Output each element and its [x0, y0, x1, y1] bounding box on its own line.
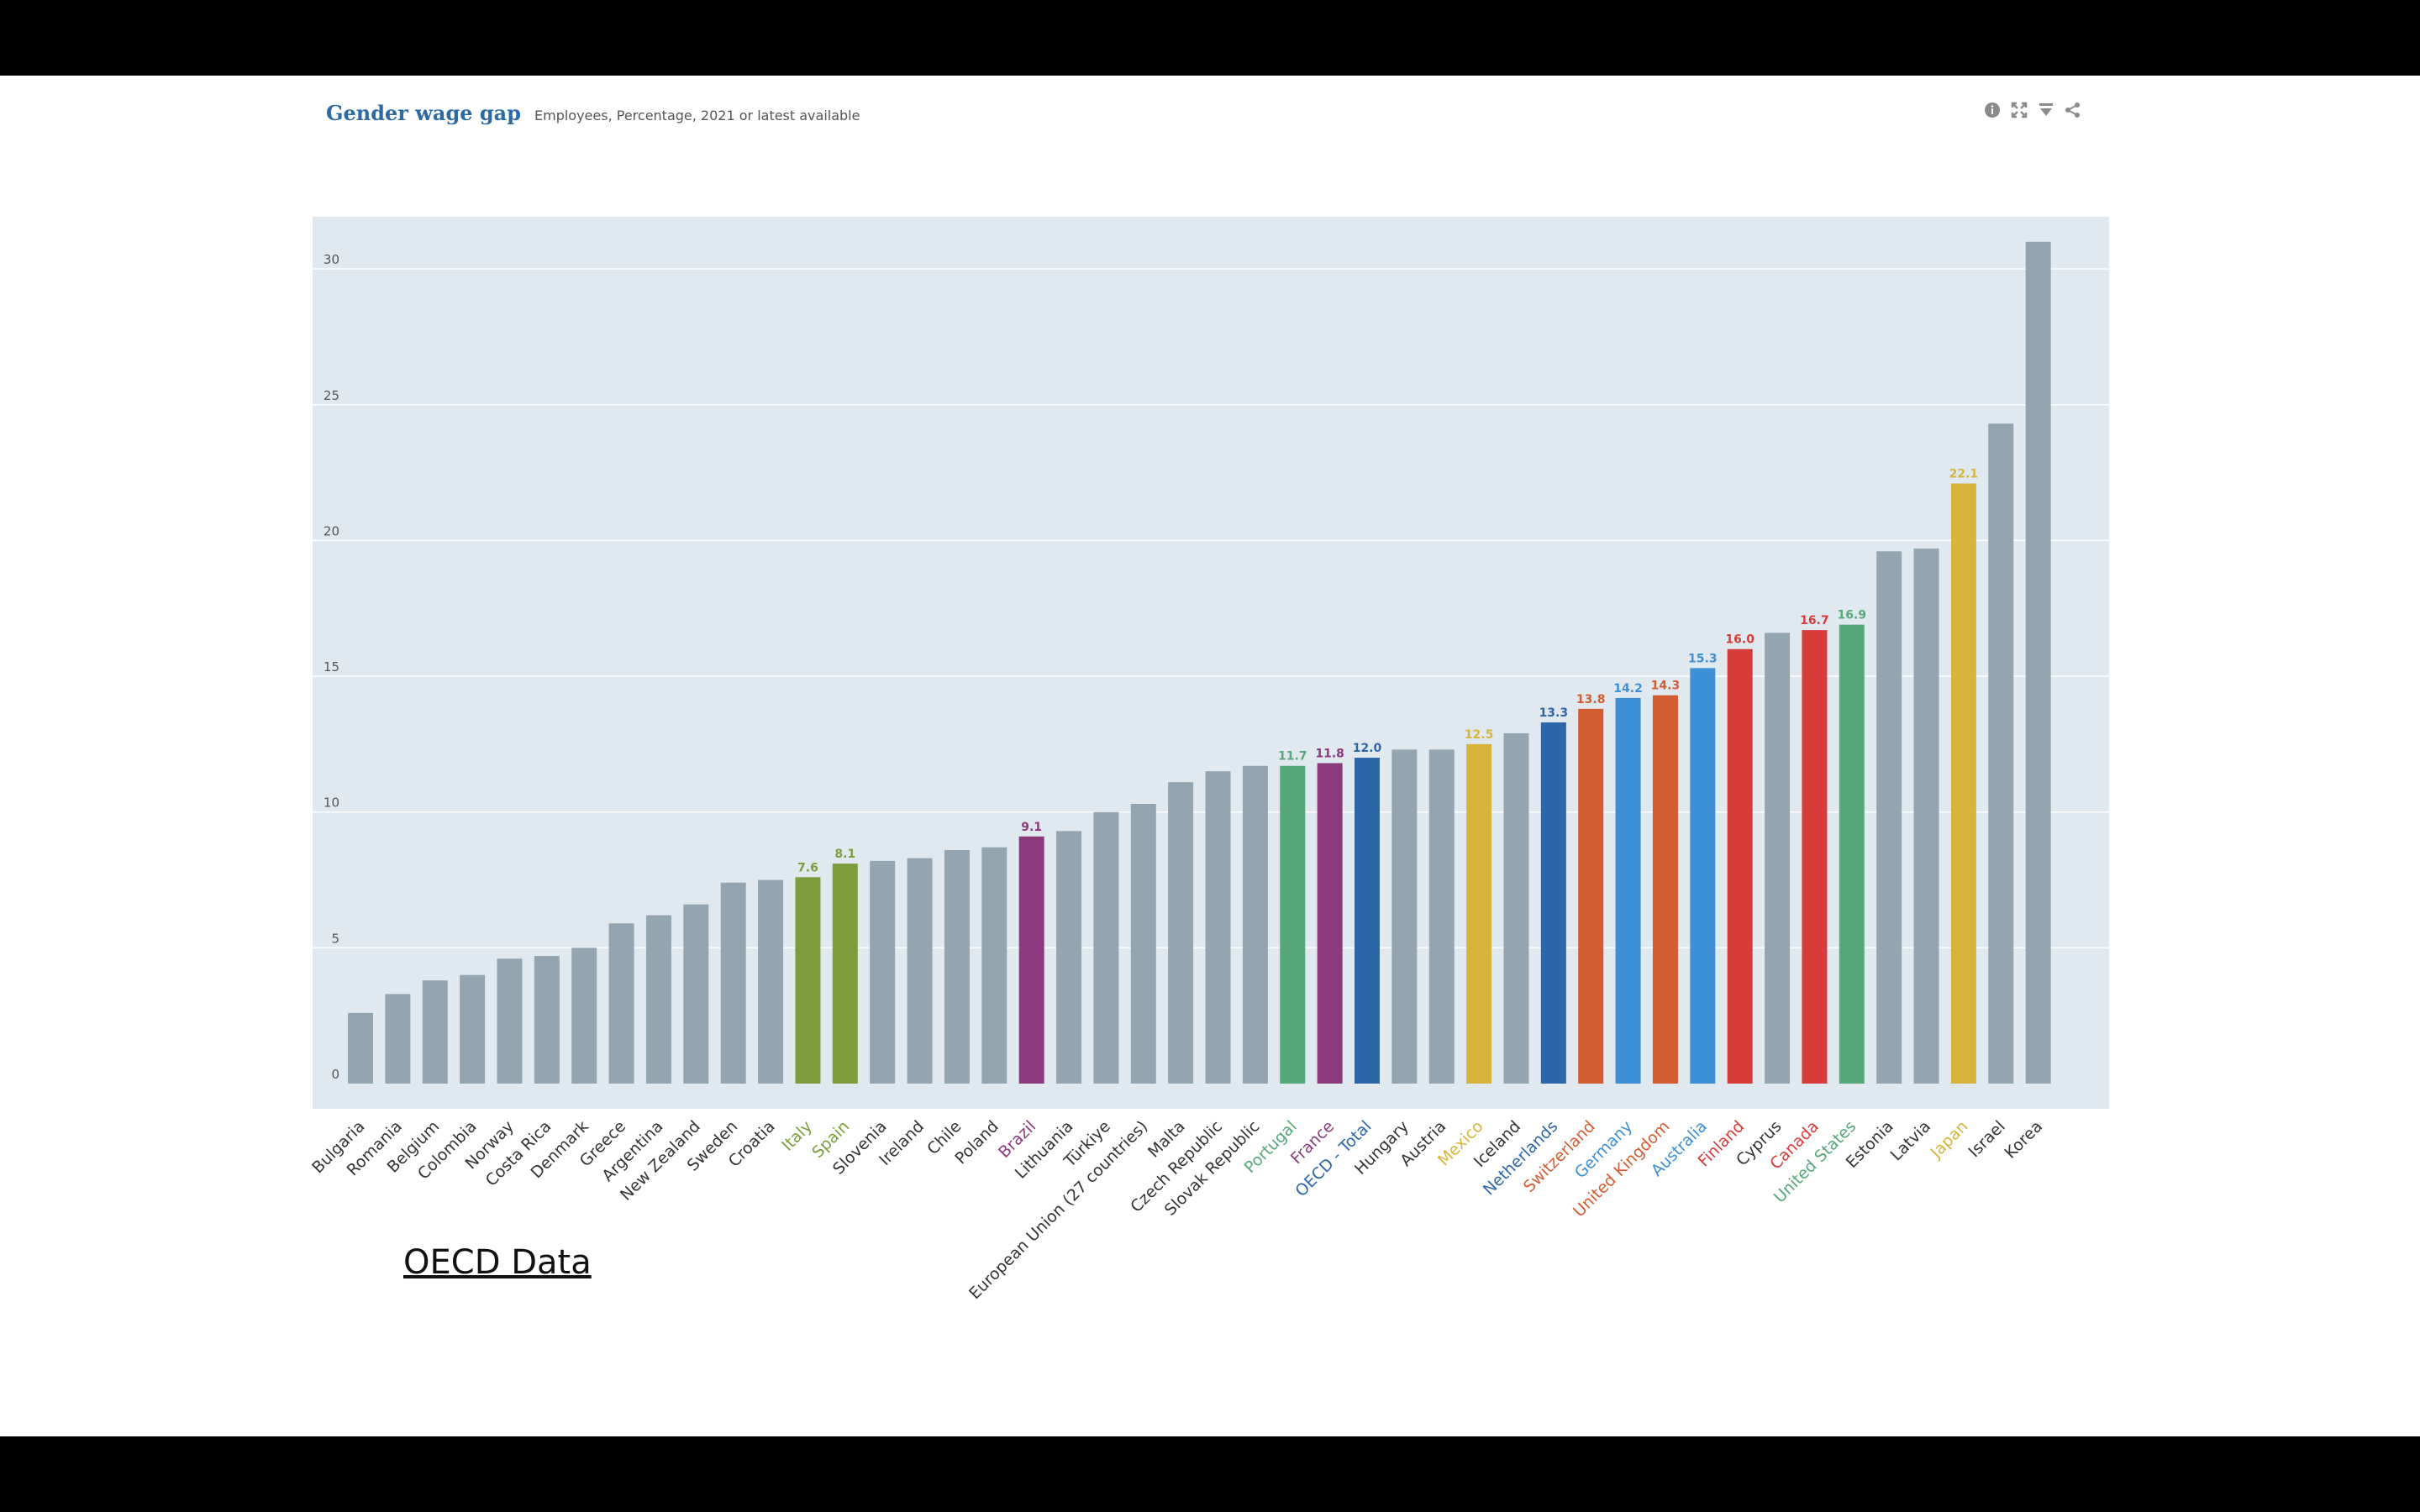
chart-toolbar [1983, 101, 2082, 119]
share-icon[interactable] [2064, 101, 2082, 119]
data-label: 8.1 [834, 848, 855, 861]
data-label: 16.9 [1838, 609, 1867, 622]
bars: 7.6 8.1 9.1 11.7 11.8 12.0 12.5 13.3 13.8 14.2 14.… [348, 241, 2051, 1084]
bar[interactable] [1205, 771, 1231, 1084]
oecd-data-link[interactable]: OECD Data [403, 1243, 592, 1282]
bar[interactable] [720, 882, 746, 1084]
bar[interactable] [1988, 423, 2014, 1084]
chart-title: Gender wage gap [326, 101, 521, 125]
chart-header: Gender wage gap Employees, Percentage, 2… [326, 101, 860, 134]
bar[interactable] [1727, 648, 1753, 1084]
bar[interactable] [645, 915, 671, 1084]
bar[interactable] [1615, 697, 1641, 1084]
bar[interactable] [1168, 782, 1194, 1084]
info-icon[interactable] [1983, 101, 2002, 119]
x-tick-label: Japan [1927, 1117, 1972, 1163]
bar[interactable] [1802, 630, 1828, 1084]
bar[interactable] [534, 956, 560, 1084]
bar[interactable] [2025, 241, 2051, 1084]
bar[interactable] [870, 860, 896, 1084]
bar[interactable] [1018, 836, 1044, 1084]
bar[interactable] [1130, 804, 1156, 1084]
bar[interactable] [1392, 749, 1418, 1084]
bar[interactable] [1056, 831, 1082, 1084]
bar[interactable] [1242, 765, 1268, 1084]
bar[interactable] [1093, 811, 1119, 1084]
bar[interactable] [758, 879, 784, 1084]
bar[interactable] [683, 904, 709, 1084]
x-tick-label: Latvia [1887, 1117, 1934, 1164]
bar[interactable] [385, 994, 411, 1084]
bar[interactable] [460, 974, 486, 1084]
bar[interactable] [795, 877, 821, 1084]
bar[interactable] [1839, 624, 1865, 1084]
bar[interactable] [1317, 763, 1343, 1084]
bar[interactable] [497, 958, 523, 1084]
data-label: 9.1 [1021, 821, 1042, 834]
bar[interactable] [608, 923, 634, 1084]
y-tick-label: 25 [324, 388, 339, 403]
y-tick-label: 20 [324, 523, 339, 538]
chart-subtitle: Employees, Percentage, 2021 or latest av… [534, 108, 860, 123]
data-label: 22.1 [1949, 468, 1979, 481]
data-label: 15.3 [1688, 652, 1718, 665]
fullscreen-icon[interactable] [2010, 101, 2028, 119]
bar[interactable] [1428, 749, 1455, 1084]
bar[interactable] [832, 864, 858, 1084]
bar[interactable] [1876, 551, 1902, 1084]
bar[interactable] [571, 948, 597, 1084]
y-tick-label: 0 [331, 1067, 339, 1082]
data-label: 16.7 [1800, 614, 1829, 627]
data-label: 11.8 [1315, 748, 1344, 761]
data-label: 14.3 [1651, 680, 1681, 693]
bar[interactable] [944, 849, 970, 1084]
data-label: 7.6 [797, 861, 818, 874]
data-label: 13.3 [1539, 706, 1569, 720]
data-label: 14.2 [1613, 682, 1643, 696]
bar[interactable] [1652, 695, 1678, 1084]
bar[interactable] [1950, 483, 1976, 1084]
bar[interactable] [1280, 765, 1306, 1084]
data-label: 11.7 [1278, 750, 1307, 764]
bar[interactable] [1765, 633, 1791, 1084]
data-label: 12.5 [1465, 728, 1494, 742]
download-icon[interactable] [2037, 101, 2055, 119]
bar[interactable] [422, 980, 448, 1084]
bar[interactable] [907, 858, 933, 1084]
x-tick-label: Israel [1965, 1117, 2009, 1161]
y-tick-label: 5 [331, 931, 339, 946]
bar[interactable] [1913, 549, 1939, 1084]
bar[interactable] [1540, 722, 1566, 1084]
bar[interactable] [1354, 758, 1380, 1084]
bar[interactable] [1503, 732, 1529, 1084]
data-label: 13.8 [1576, 693, 1606, 706]
bar[interactable] [348, 1012, 373, 1084]
data-label: 16.0 [1725, 633, 1754, 647]
y-tick-label: 10 [324, 795, 339, 811]
bar[interactable] [981, 847, 1007, 1084]
data-label: 12.0 [1353, 742, 1382, 755]
bar[interactable] [1466, 743, 1492, 1084]
bar[interactable] [1690, 668, 1716, 1084]
bar[interactable] [1578, 708, 1604, 1084]
y-tick-label: 30 [324, 252, 339, 267]
x-tick-label: Korea [2002, 1117, 2047, 1163]
y-tick-label: 15 [324, 659, 339, 675]
